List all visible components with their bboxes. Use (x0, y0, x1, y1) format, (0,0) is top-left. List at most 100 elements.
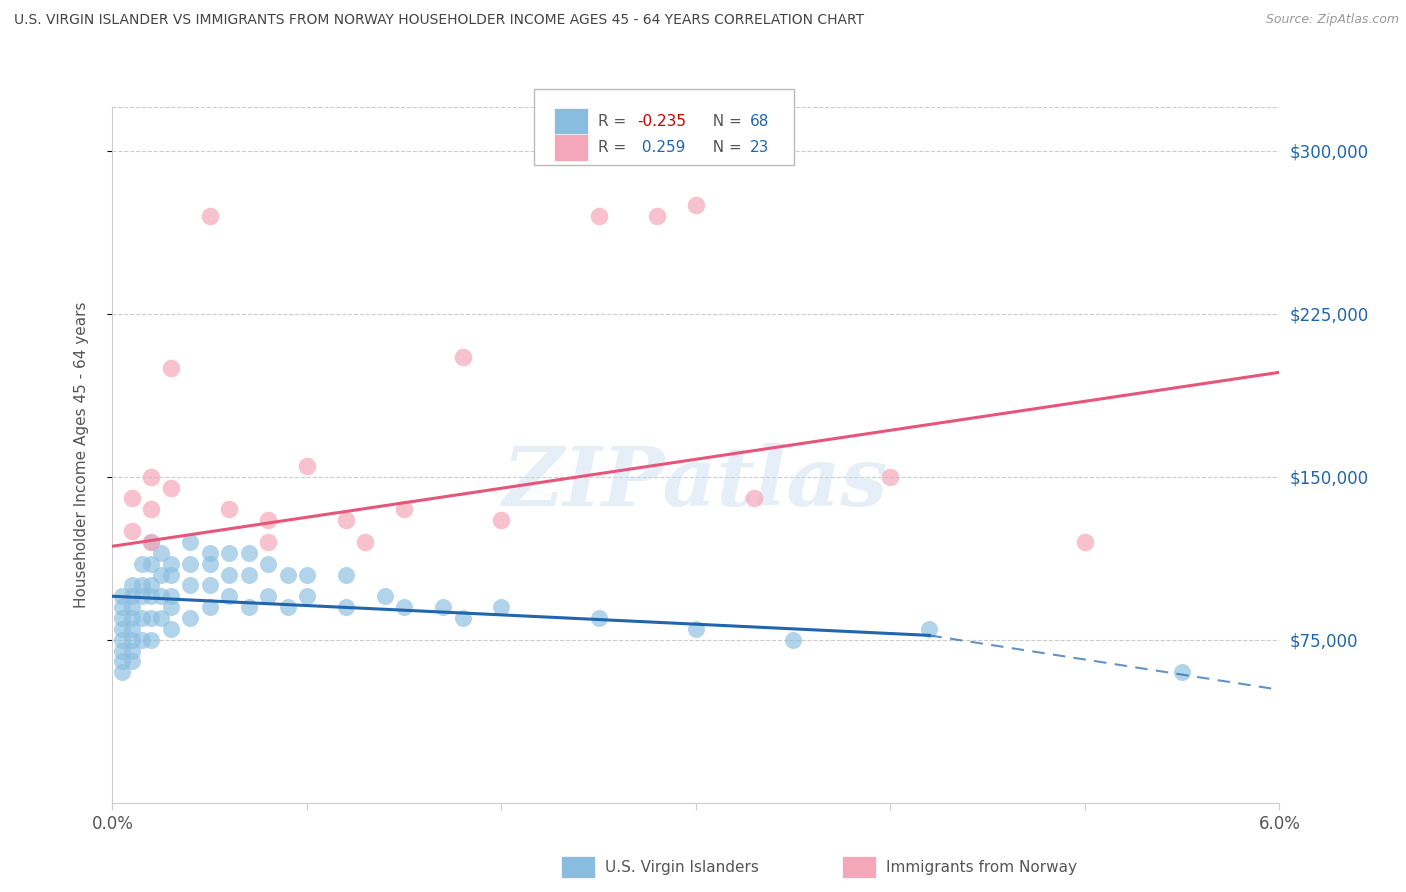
Point (335, 513, 357, 527)
Point (218, 546, 240, 560)
Point (141, 578, 163, 592)
Point (141, 535, 163, 549)
Point (111, 643, 134, 657)
Point (111, 611, 134, 625)
Text: Immigrants from Norway: Immigrants from Norway (886, 860, 1077, 874)
Text: R =: R = (598, 140, 631, 154)
Point (782, 632, 804, 647)
Point (141, 589, 163, 603)
Point (276, 567, 298, 582)
Point (451, 611, 474, 625)
Point (218, 502, 240, 516)
Point (131, 557, 153, 571)
Point (160, 481, 183, 495)
Point (374, 589, 396, 603)
Point (491, 600, 513, 615)
Point (160, 589, 183, 603)
Point (198, 557, 221, 571)
Text: U.S. VIRGIN ISLANDER VS IMMIGRANTS FROM NORWAY HOUSEHOLDER INCOME AGES 45 - 64 Y: U.S. VIRGIN ISLANDER VS IMMIGRANTS FROM … (14, 13, 865, 28)
Point (645, 209, 668, 223)
Point (451, 350, 474, 364)
Point (392, 502, 416, 516)
Point (121, 611, 143, 625)
Point (111, 600, 134, 615)
Point (141, 632, 163, 647)
Point (742, 491, 765, 506)
Point (335, 567, 357, 582)
Point (179, 611, 201, 625)
Point (238, 546, 260, 560)
Point (111, 589, 134, 603)
Point (121, 600, 143, 615)
Point (121, 589, 143, 603)
Point (141, 557, 163, 571)
Point (257, 589, 280, 603)
Point (392, 600, 416, 615)
Point (111, 655, 134, 669)
Point (918, 622, 941, 636)
Point (685, 198, 707, 212)
Point (141, 469, 163, 483)
Point (111, 665, 134, 680)
Point (1074, 535, 1097, 549)
Point (432, 600, 454, 615)
Point (879, 469, 901, 483)
Point (131, 611, 153, 625)
Point (491, 513, 513, 527)
Point (198, 546, 221, 560)
Text: U.S. Virgin Islanders: U.S. Virgin Islanders (605, 860, 758, 874)
Text: 0.259: 0.259 (637, 140, 685, 154)
Point (276, 600, 298, 615)
Point (198, 209, 221, 223)
Point (150, 589, 173, 603)
Text: N =: N = (703, 114, 747, 129)
Point (685, 622, 707, 636)
Point (121, 643, 143, 657)
Text: ZIPatlas: ZIPatlas (503, 442, 889, 523)
Point (588, 209, 610, 223)
Point (179, 578, 201, 592)
Point (295, 589, 318, 603)
Point (1171, 665, 1194, 680)
Point (121, 524, 143, 538)
Point (111, 622, 134, 636)
Text: -0.235: -0.235 (637, 114, 686, 129)
Point (160, 600, 183, 615)
Point (160, 567, 183, 582)
Point (121, 622, 143, 636)
Point (160, 622, 183, 636)
Point (141, 611, 163, 625)
Text: Source: ZipAtlas.com: Source: ZipAtlas.com (1265, 13, 1399, 27)
Point (238, 600, 260, 615)
Point (160, 557, 183, 571)
Y-axis label: Householder Income Ages 45 - 64 years: Householder Income Ages 45 - 64 years (75, 301, 89, 608)
Point (335, 600, 357, 615)
Point (198, 578, 221, 592)
Point (179, 557, 201, 571)
Point (150, 611, 173, 625)
Point (141, 535, 163, 549)
Point (179, 535, 201, 549)
Point (150, 567, 173, 582)
Point (257, 513, 280, 527)
Point (295, 458, 318, 473)
Point (295, 567, 318, 582)
Point (121, 491, 143, 506)
Point (150, 546, 173, 560)
Point (354, 535, 377, 549)
Point (121, 655, 143, 669)
Point (160, 361, 183, 376)
Text: R =: R = (598, 114, 631, 129)
Text: N =: N = (703, 140, 747, 154)
Text: 23: 23 (749, 140, 769, 154)
Point (131, 578, 153, 592)
Point (588, 611, 610, 625)
Point (121, 578, 143, 592)
Point (131, 632, 153, 647)
Point (218, 567, 240, 582)
Point (218, 589, 240, 603)
Point (121, 632, 143, 647)
Point (111, 632, 134, 647)
Point (257, 557, 280, 571)
Point (198, 600, 221, 615)
